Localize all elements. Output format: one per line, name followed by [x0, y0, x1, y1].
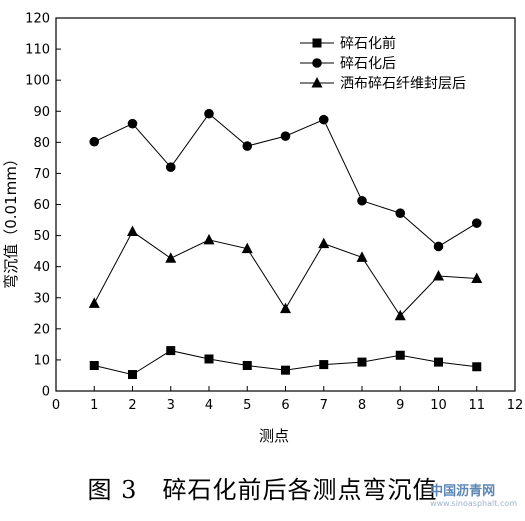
data-point	[394, 309, 406, 321]
series-triangle	[88, 225, 483, 321]
y-tick-label: 40	[33, 260, 50, 275]
y-tick-label: 0	[42, 385, 50, 400]
data-point	[89, 361, 99, 371]
y-axis: 0 10 20 30 40 50 60 70 80 90 100 110 120	[25, 12, 61, 400]
data-point	[89, 136, 100, 147]
data-point	[241, 242, 253, 254]
y-tick-label: 10	[33, 353, 50, 368]
y-tick-label: 100	[25, 74, 50, 89]
legend-marker	[311, 77, 323, 88]
watermark-text: 中国沥青网	[430, 484, 496, 499]
data-point	[471, 272, 483, 283]
x-tick-label: 4	[205, 398, 213, 413]
x-tick-label: 12	[507, 398, 524, 413]
x-tick-label: 0	[52, 398, 60, 413]
legend-label: 洒布碎石纤维封层后	[340, 76, 466, 92]
x-tick-label: 1	[90, 398, 98, 413]
data-point	[280, 131, 291, 141]
x-tick-label: 2	[128, 398, 136, 413]
x-tick-label: 5	[243, 398, 251, 413]
y-tick-label: 70	[33, 167, 50, 182]
y-tick-label: 120	[25, 12, 50, 27]
data-point	[318, 237, 330, 249]
data-point	[357, 357, 367, 367]
legend-item: 洒布碎石纤维封层后	[300, 76, 466, 92]
data-point	[166, 346, 176, 356]
y-tick-label: 50	[33, 229, 50, 244]
deflection-chart: 0 1 2 3 4 5 6 7 8 9 10 11 12 01020304050607080901001…	[2, 12, 523, 446]
data-point	[433, 269, 444, 281]
y-tick-label: 80	[33, 136, 50, 151]
x-tick-label: 11	[468, 398, 485, 413]
y-tick-label: 90	[33, 105, 50, 120]
data-point	[204, 108, 214, 119]
data-point	[242, 361, 252, 371]
data-point	[88, 297, 100, 308]
series-square	[89, 346, 482, 380]
legend-marker	[312, 38, 322, 48]
data-point	[203, 233, 215, 245]
x-tick-label: 6	[281, 398, 289, 413]
legend-label: 碎石化前	[340, 35, 396, 52]
data-point	[434, 357, 443, 367]
data-point	[204, 354, 214, 364]
data-point	[357, 195, 367, 206]
x-tick-label: 7	[320, 398, 328, 413]
legend-item: 碎石化后	[300, 56, 396, 72]
watermark: 中国沥青网 www.sinoasphalt.com	[430, 480, 517, 508]
figure-caption: 图 3 碎石化前后各测点弯沉值	[87, 476, 438, 504]
y-tick-label: 30	[33, 291, 50, 306]
data-point	[128, 370, 137, 380]
x-axis: 0 1 2 3 4 5 6 7 8 9 10 11 12	[52, 386, 523, 413]
data-point	[395, 350, 405, 360]
data-point	[242, 141, 253, 151]
plot-frame	[55, 17, 516, 392]
x-axis-title: 测点	[259, 427, 289, 445]
y-axis-title: 弯沉值（0.01mm）	[2, 151, 20, 289]
data-point	[472, 362, 482, 372]
legend-item: 碎石化前	[300, 35, 396, 52]
series-layer	[88, 108, 483, 380]
data-point	[318, 114, 329, 125]
data-point	[127, 118, 138, 129]
y-tick-label: 110	[25, 43, 50, 58]
data-point	[471, 218, 482, 228]
data-point	[395, 208, 406, 219]
x-tick-label: 10	[430, 398, 447, 413]
data-point	[319, 360, 329, 370]
data-point	[280, 302, 291, 314]
y-tick-label: 20	[33, 322, 50, 337]
x-tick-label: 3	[167, 398, 175, 413]
data-point	[127, 225, 138, 237]
data-point	[356, 251, 368, 262]
x-tick-label: 9	[396, 398, 404, 413]
data-point	[433, 241, 444, 252]
legend-label: 碎石化后	[340, 56, 396, 72]
data-point	[281, 365, 290, 375]
watermark-url: www.sinoasphalt.com	[430, 499, 517, 508]
plot-border	[55, 17, 516, 392]
series-circle	[89, 108, 482, 252]
data-point	[165, 252, 177, 263]
data-point	[165, 162, 176, 172]
y-tick-label: 60	[33, 198, 50, 213]
x-tick-label: 8	[358, 398, 366, 413]
legend-marker	[312, 58, 322, 68]
